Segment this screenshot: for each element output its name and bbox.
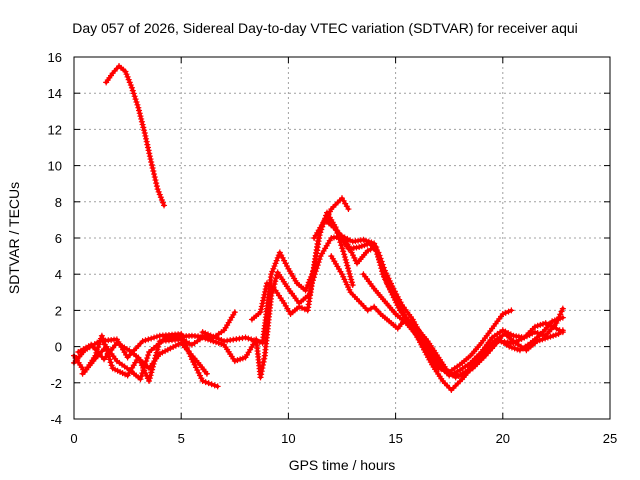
y-tick-label: -4	[50, 412, 62, 427]
series-markers	[103, 63, 168, 209]
x-tick-label: 0	[70, 431, 77, 446]
series-markers	[75, 339, 210, 377]
y-tick-label: 12	[48, 122, 62, 137]
y-tick-label: 14	[48, 86, 62, 101]
series-trace-10	[311, 216, 566, 394]
x-tick-label: 10	[281, 431, 295, 446]
series-markers	[360, 271, 515, 375]
series-markers	[248, 233, 566, 379]
series-trace-11	[360, 271, 515, 375]
y-tick-label: 8	[55, 195, 62, 210]
y-tick-label: 4	[55, 267, 62, 282]
x-tick-label: 20	[496, 431, 510, 446]
series-trace-1	[103, 63, 168, 209]
series-trace-5	[75, 339, 210, 377]
x-axis-label: GPS time / hours	[289, 457, 396, 473]
y-axis-label: SDTVAR / TECUs	[6, 182, 22, 294]
x-tick-label: 25	[603, 431, 617, 446]
series-trace-8	[248, 233, 566, 379]
series-markers	[199, 195, 352, 346]
series-markers	[328, 253, 566, 379]
series-line	[104, 64, 166, 208]
y-tick-label: -2	[50, 376, 62, 391]
x-tick-label: 15	[388, 431, 402, 446]
chart-title: Day 057 of 2026, Sidereal Day-to-day VTE…	[72, 20, 578, 36]
y-tick-label: 0	[55, 340, 62, 355]
y-tick-label: 10	[48, 159, 62, 174]
plot-area	[71, 63, 566, 394]
x-tick-label: 5	[178, 431, 185, 446]
y-tick-label: 2	[55, 303, 62, 318]
series-trace-12	[328, 253, 566, 379]
y-tick-label: 6	[55, 231, 62, 246]
y-tick-label: 16	[48, 50, 62, 65]
axis-ticks: 0 5 10 15 20 25 -4 -2 0 2 4 6 8 10 12 14 16	[48, 50, 618, 446]
